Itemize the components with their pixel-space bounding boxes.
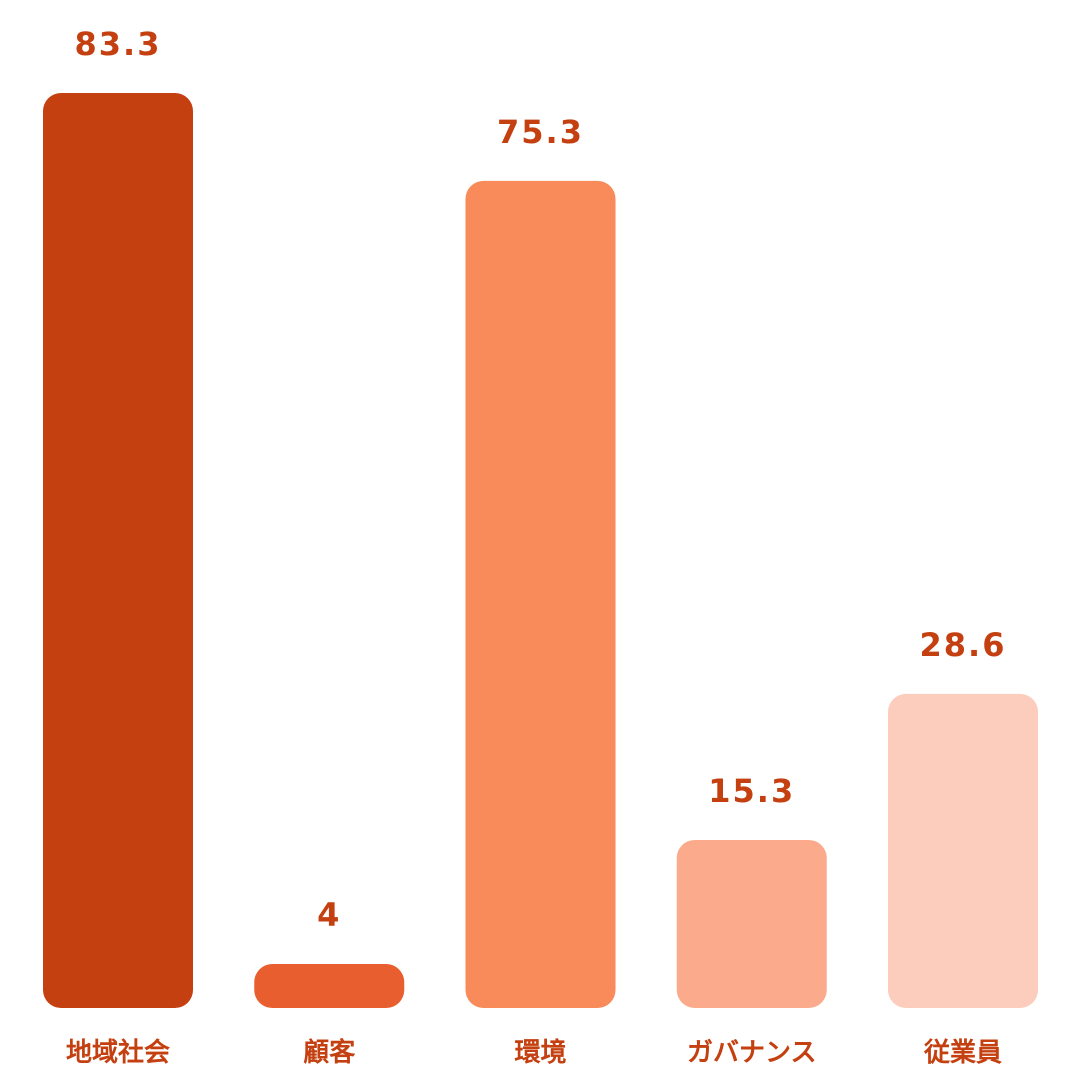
bar-2 bbox=[254, 964, 405, 1008]
category-label: 従業員 bbox=[923, 1038, 1002, 1068]
category-label: 環境 bbox=[514, 1037, 566, 1068]
bar-4 bbox=[676, 839, 827, 1008]
category-label: 地域社会 bbox=[66, 1037, 170, 1068]
bar-value-label: 15.3 bbox=[708, 772, 795, 810]
bar-1 bbox=[43, 93, 193, 1008]
bar-value-label: 28.6 bbox=[920, 626, 1007, 664]
bar-value-label: 4 bbox=[317, 896, 341, 934]
bar-3 bbox=[465, 180, 616, 1009]
bar-value-label: 83.3 bbox=[75, 25, 162, 63]
bar-5 bbox=[888, 693, 1038, 1008]
bar-value-label: 75.3 bbox=[497, 113, 584, 151]
category-label: 顧客 bbox=[303, 1037, 356, 1068]
category-label: ガバナンス bbox=[687, 1038, 816, 1068]
